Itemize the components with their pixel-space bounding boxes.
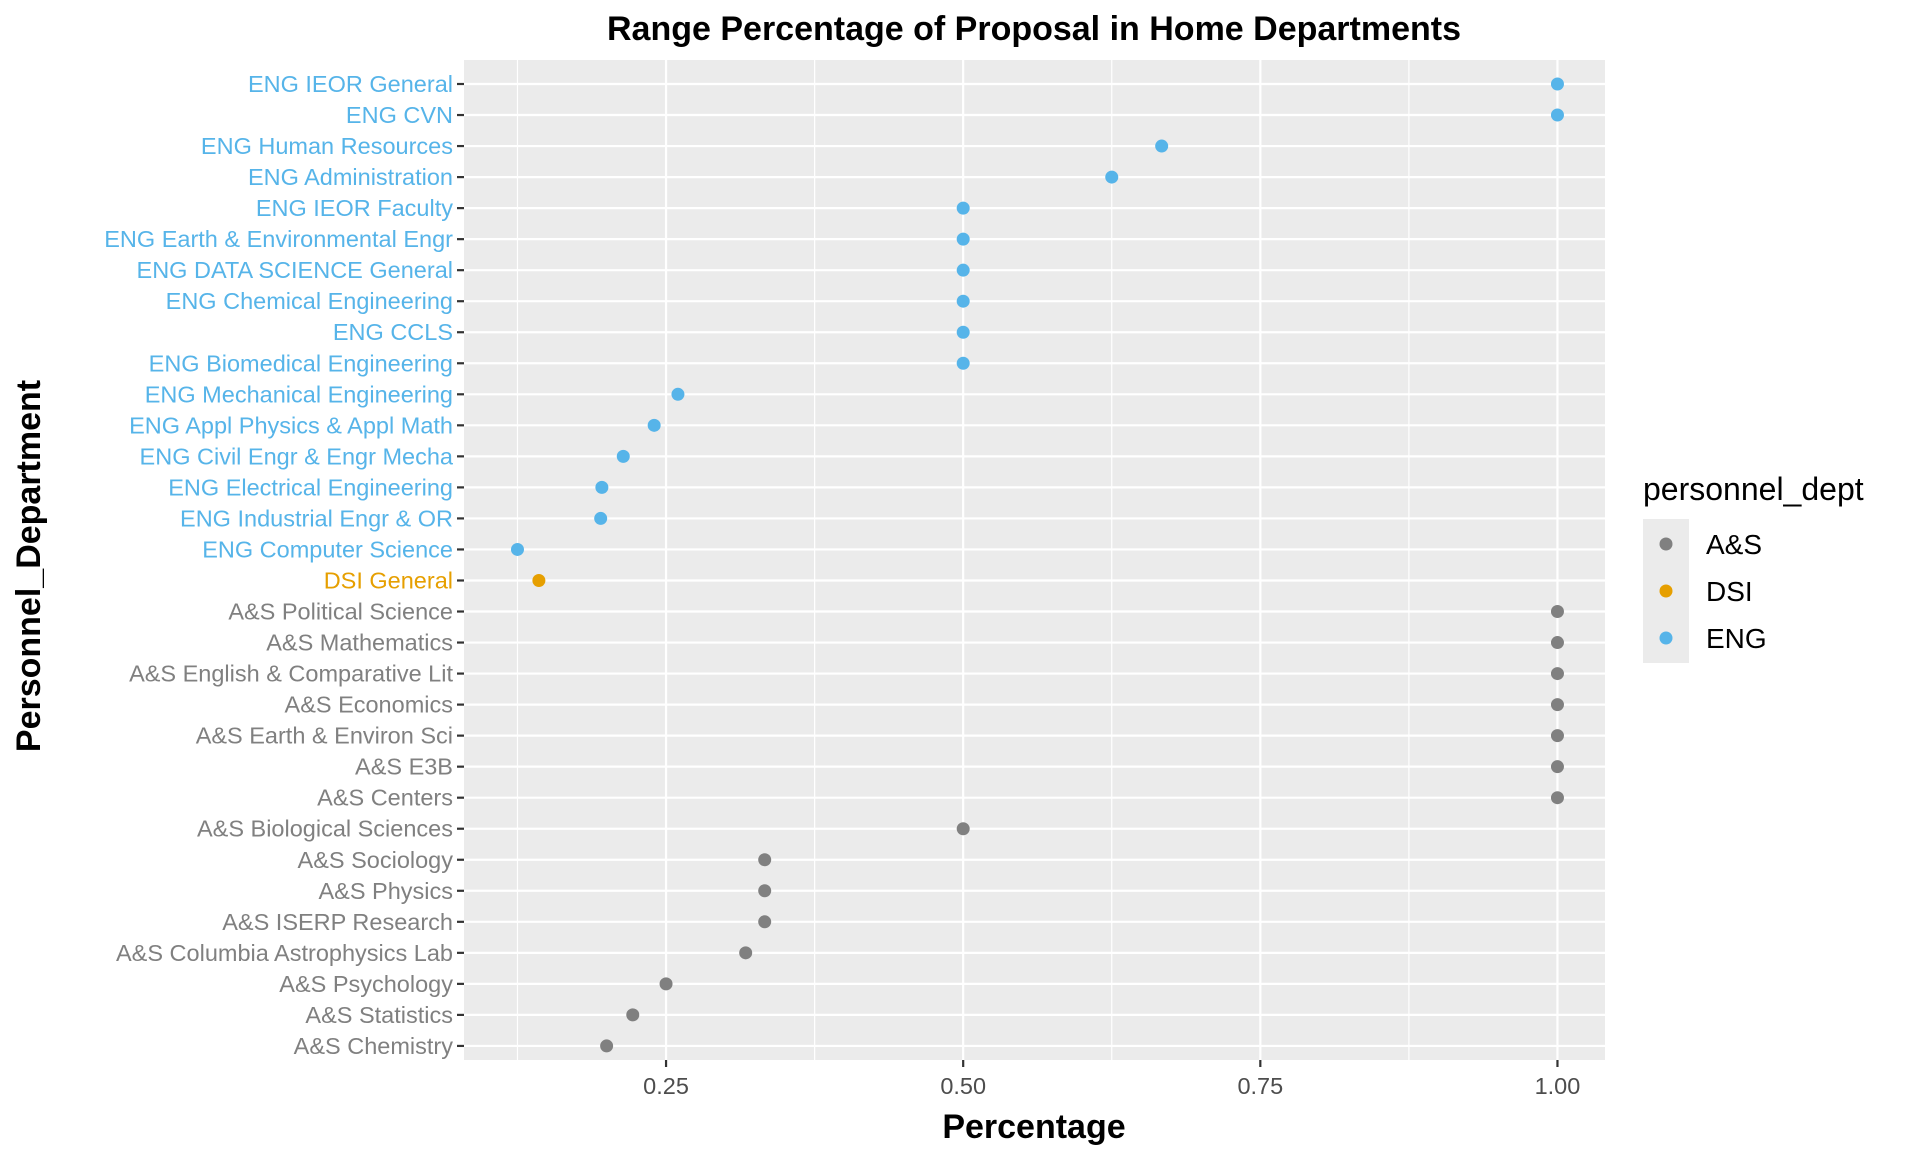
x-axis-title: Percentage [942,1108,1125,1146]
data-point [956,232,970,246]
legend-label: ENG [1706,623,1767,654]
data-point [1550,108,1564,122]
chart-title: Range Percentage of Proposal in Home Dep… [607,10,1461,48]
y-tick-label: A&S Earth & Environ Sci [196,723,453,749]
y-tick-label: ENG Appl Physics & Appl Math [129,412,453,438]
x-tick-label: 1.00 [1535,1073,1581,1099]
y-tick-label: ENG DATA SCIENCE General [137,257,453,283]
y-axis: ENG IEOR General ENG CVN ENG Human Resourc… [104,71,464,1059]
y-tick-label: ENG IEOR General [248,71,453,97]
y-tick-label: ENG Chemical Engineering [166,288,453,314]
data-point [616,449,630,463]
y-tick-label: A&S Centers [317,785,453,811]
y-tick-label: A&S Economics [285,692,453,718]
plot-panel [464,60,1605,1060]
y-tick-label: ENG CCLS [333,319,453,345]
legend-label: A&S [1706,529,1762,560]
legend-label: DSI [1706,576,1753,607]
data-points [510,77,1564,1053]
legend-title: personnel_dept [1643,471,1864,507]
legend-key-dot [1659,631,1673,645]
y-tick-label: A&S Chemistry [294,1033,454,1059]
x-tick-label: 0.25 [643,1073,689,1099]
x-tick-label: 0.75 [1237,1073,1283,1099]
y-tick-label: ENG Earth & Environmental Engr [104,226,453,252]
y-tick-label: A&S Physics [318,878,453,904]
y-tick-label: ENG Biomedical Engineering [149,350,453,376]
legend-key-dot [1659,537,1673,551]
y-tick-label: A&S Mathematics [266,630,453,656]
data-point [956,325,970,339]
data-point [671,387,685,401]
data-point [956,201,970,215]
data-point [647,418,661,432]
y-tick-label: ENG Electrical Engineering [168,474,453,500]
legend: personnel_dept A&S DSI ENG [1643,471,1864,663]
data-point [1550,729,1564,743]
data-point [659,977,673,991]
data-point [1550,698,1564,712]
data-point [956,356,970,370]
data-point [956,294,970,308]
y-axis-title: Personnel_Department [10,380,48,752]
legend-key-dot [1659,584,1673,598]
y-tick-label: A&S Political Science [228,599,453,625]
data-point [1550,605,1564,619]
y-tick-label: A&S Biological Sciences [197,816,453,842]
y-tick-label: A&S Psychology [279,971,453,997]
y-tick-label: A&S English & Comparative Lit [129,661,453,687]
data-point [1550,77,1564,91]
data-point [532,573,546,587]
data-point [1550,667,1564,681]
data-point [510,542,524,556]
y-tick-label: ENG Administration [248,164,453,190]
data-point [758,853,772,867]
data-point [600,1039,614,1053]
y-tick-label: ENG CVN [346,102,453,128]
y-tick-label: ENG Computer Science [202,536,453,562]
data-point [626,1008,640,1022]
data-point [1550,791,1564,805]
x-tick-label: 0.50 [940,1073,986,1099]
y-tick-label: A&S ISERP Research [222,909,453,935]
data-point [758,915,772,929]
data-point [758,884,772,898]
y-tick-label: ENG IEOR Faculty [256,195,453,221]
data-point [595,480,609,494]
data-point [956,263,970,277]
y-tick-label: A&S Sociology [298,847,454,873]
x-axis: 0.25 0.50 0.75 1.00 [643,1060,1580,1099]
data-point [594,511,608,525]
y-tick-label: A&S Statistics [305,1002,453,1028]
y-tick-label: A&S E3B [355,754,453,780]
y-tick-label: A&S Columbia Astrophysics Lab [116,940,453,966]
data-point [1105,170,1119,184]
data-point [1550,636,1564,650]
data-point [1550,760,1564,774]
data-point [739,946,753,960]
grid-lines [464,60,1605,1060]
data-point [956,822,970,836]
y-tick-label: DSI General [324,567,453,593]
y-tick-label: ENG Industrial Engr & OR [180,505,453,531]
y-tick-label: ENG Civil Engr & Engr Mecha [140,443,454,469]
y-tick-label: ENG Human Resources [201,133,453,159]
y-tick-label: ENG Mechanical Engineering [145,381,453,407]
data-point [1155,139,1169,153]
